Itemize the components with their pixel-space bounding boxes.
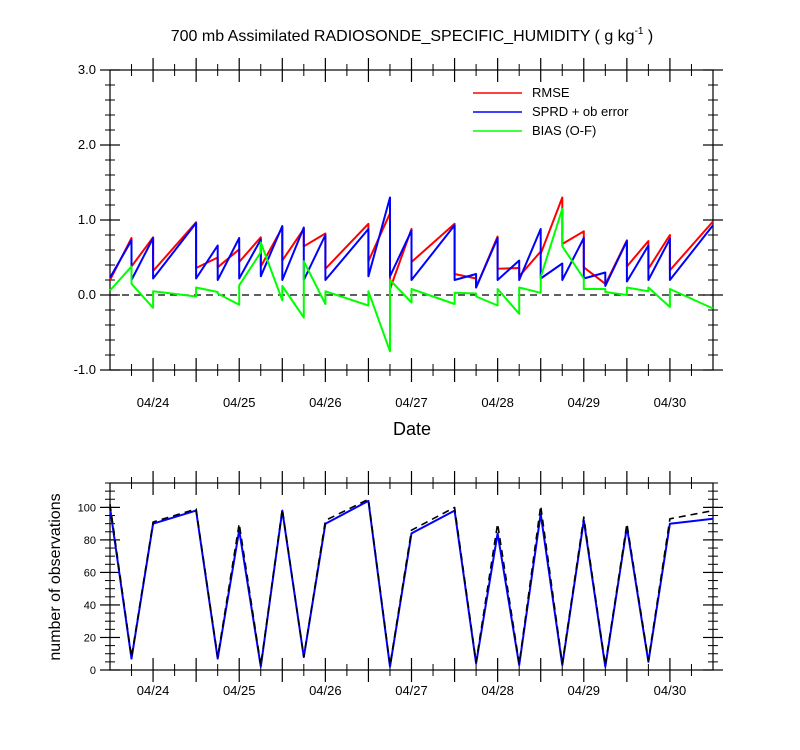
bottom-x-tick-label: 04/27 bbox=[395, 683, 428, 698]
chart-title-superscript: -1 bbox=[635, 26, 644, 37]
top-x-tick-label: 04/24 bbox=[137, 395, 170, 410]
series-line-bias-o-f bbox=[109, 207, 714, 353]
top-y-tick-label: 0.0 bbox=[78, 287, 96, 302]
chart-title: 700 mb Assimilated RADIOSONDE_SPECIFIC_H… bbox=[171, 26, 654, 45]
bottom-y-tick-label: 60 bbox=[84, 567, 96, 579]
legend-label-rmse: RMSE bbox=[532, 85, 570, 100]
top-x-tick-label: 04/28 bbox=[481, 395, 514, 410]
bottom-x-tick-label: 04/24 bbox=[137, 683, 170, 698]
top-x-tick-label: 04/29 bbox=[568, 395, 601, 410]
bottom-x-tick-label: 04/29 bbox=[568, 683, 601, 698]
bottom-x-tick-label: 04/25 bbox=[223, 683, 256, 698]
legend: RMSE SPRD + ob error BIAS (O-F) bbox=[473, 85, 629, 138]
legend-label-sprd: SPRD + ob error bbox=[532, 104, 629, 119]
top-x-tick-label: 04/25 bbox=[223, 395, 256, 410]
top-x-tick-label: 04/30 bbox=[654, 395, 687, 410]
bottom-x-tick-label: 04/26 bbox=[309, 683, 342, 698]
observation-count-panel: 04/24 04/25 04/26 04/27 04/28 04/29 04/30 0 20 40… bbox=[78, 471, 723, 698]
bottom-y-tick-label: 40 bbox=[84, 600, 96, 612]
top-y-tick-label: -1.0 bbox=[74, 362, 96, 377]
bottom-y-tick-label: 0 bbox=[90, 665, 96, 677]
series-line-total-observations bbox=[109, 498, 714, 666]
bottom-x-tick-label: 04/30 bbox=[654, 683, 687, 698]
x-axis-title: Date bbox=[393, 419, 431, 439]
chart-title-tail: ) bbox=[643, 28, 653, 45]
legend-label-bias: BIAS (O-F) bbox=[532, 123, 596, 138]
top-x-tick-label: 04/27 bbox=[395, 395, 428, 410]
bottom-y-tick-label: 20 bbox=[84, 632, 96, 644]
bottom-plot-frame bbox=[109, 482, 714, 671]
top-x-tick-label: 04/26 bbox=[309, 395, 342, 410]
series-line-used-observations bbox=[109, 499, 714, 668]
bottom-x-tick-label: 04/28 bbox=[481, 683, 514, 698]
bottom-y-tick-label: 80 bbox=[84, 535, 96, 547]
top-y-tick-label: 2.0 bbox=[78, 137, 96, 152]
y-axis-title-observations: number of observations bbox=[47, 493, 64, 660]
top-y-tick-label: 1.0 bbox=[78, 212, 96, 227]
top-y-tick-label: 3.0 bbox=[78, 62, 96, 77]
chart-title-main: 700 mb Assimilated RADIOSONDE_SPECIFIC_H… bbox=[171, 28, 635, 45]
rmse-spread-bias-panel: 04/24 04/25 04/26 04/27 04/28 04/29 04/30 -1.0 0… bbox=[74, 58, 723, 410]
bottom-y-tick-label: 100 bbox=[78, 502, 96, 514]
series-line-sprd-ob-error bbox=[109, 196, 714, 289]
